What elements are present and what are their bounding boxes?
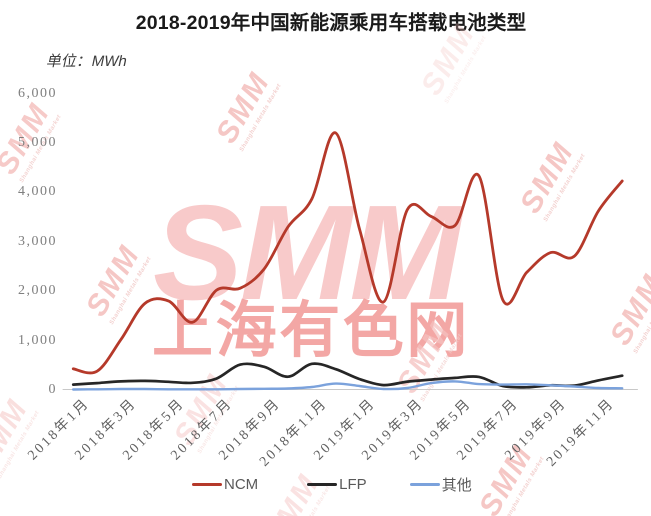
legend-item-其他: 其他: [409, 474, 472, 495]
legend-label: 其他: [441, 477, 472, 494]
series-line-LFP: [71, 362, 624, 389]
legend-line-swatch: [192, 483, 222, 486]
y-tick-label: 2,000: [18, 283, 57, 299]
y-tick-label: 4,000: [18, 184, 57, 200]
y-tick-label: 3,000: [18, 233, 57, 249]
y-tick-label: 1,000: [18, 332, 57, 348]
legend-item-NCM: NCM: [192, 476, 258, 493]
series-line-NCM: [71, 131, 624, 375]
y-tick-label: 5,000: [18, 134, 57, 150]
y-tick-label: 0: [48, 382, 57, 397]
chart-title: 2018-2019年中国新能源乘用车搭载电池类型: [135, 12, 527, 34]
y-tick-label: 6,000: [18, 85, 57, 101]
legend-line-swatch: [307, 483, 338, 486]
series-line-其他: [72, 380, 624, 391]
legend-line-swatch: [409, 483, 440, 486]
legend-item-LFP: LFP: [307, 476, 367, 493]
legend-label: LFP: [339, 476, 367, 493]
legend-label: NCM: [224, 476, 259, 493]
legend: NCM LFP 其他: [192, 474, 472, 495]
